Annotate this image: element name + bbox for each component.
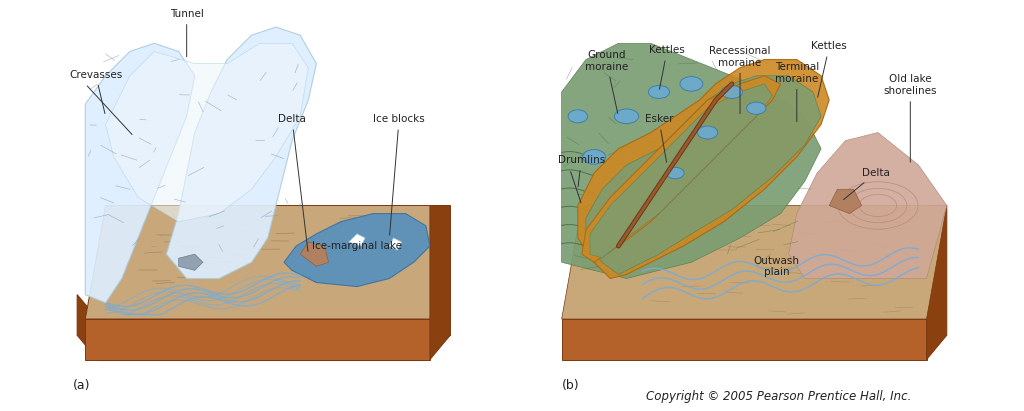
Ellipse shape [697, 126, 718, 139]
Polygon shape [829, 189, 861, 214]
Polygon shape [166, 27, 316, 279]
Polygon shape [178, 254, 203, 270]
Text: Terminal
moraine: Terminal moraine [775, 62, 819, 122]
Text: Old lake
shorelines: Old lake shorelines [884, 74, 937, 162]
Text: Outwash
plain: Outwash plain [754, 256, 800, 277]
Text: Ice blocks: Ice blocks [373, 114, 425, 235]
Polygon shape [389, 238, 401, 250]
Polygon shape [561, 43, 821, 279]
Polygon shape [105, 43, 308, 222]
Ellipse shape [680, 76, 702, 91]
Text: (b): (b) [561, 379, 580, 392]
Ellipse shape [583, 150, 605, 164]
Text: Crevasses: Crevasses [69, 70, 122, 113]
Polygon shape [430, 206, 451, 360]
Polygon shape [97, 319, 422, 360]
Polygon shape [788, 132, 947, 279]
Ellipse shape [721, 85, 742, 99]
Polygon shape [590, 84, 772, 258]
Text: Delta: Delta [844, 168, 890, 200]
Polygon shape [582, 76, 780, 262]
Polygon shape [77, 295, 97, 360]
Polygon shape [422, 206, 451, 360]
Polygon shape [578, 60, 829, 279]
Text: Tunnel: Tunnel [170, 9, 204, 57]
Text: Esker: Esker [645, 114, 673, 162]
Polygon shape [561, 319, 927, 360]
Ellipse shape [648, 85, 670, 99]
Text: Kettles: Kettles [649, 46, 685, 89]
Polygon shape [927, 206, 947, 360]
Polygon shape [561, 206, 947, 319]
Text: Kettles: Kettles [811, 42, 847, 97]
Text: Ground
moraine: Ground moraine [585, 50, 628, 113]
Text: (a): (a) [73, 379, 91, 392]
Text: Recessional
moraine: Recessional moraine [710, 46, 771, 113]
Polygon shape [85, 43, 195, 303]
Ellipse shape [614, 109, 639, 124]
Polygon shape [284, 214, 430, 286]
Polygon shape [586, 76, 821, 275]
Text: Ice-marginal lake: Ice-marginal lake [312, 241, 402, 251]
Polygon shape [349, 234, 366, 246]
Polygon shape [300, 242, 329, 266]
Text: Copyright © 2005 Pearson Prentice Hall, Inc.: Copyright © 2005 Pearson Prentice Hall, … [645, 390, 911, 403]
Ellipse shape [667, 167, 684, 179]
Ellipse shape [568, 110, 588, 123]
Text: Delta: Delta [279, 114, 308, 252]
Ellipse shape [746, 102, 766, 114]
Polygon shape [85, 319, 430, 360]
Text: Drumlins: Drumlins [558, 155, 605, 187]
Polygon shape [85, 206, 451, 319]
